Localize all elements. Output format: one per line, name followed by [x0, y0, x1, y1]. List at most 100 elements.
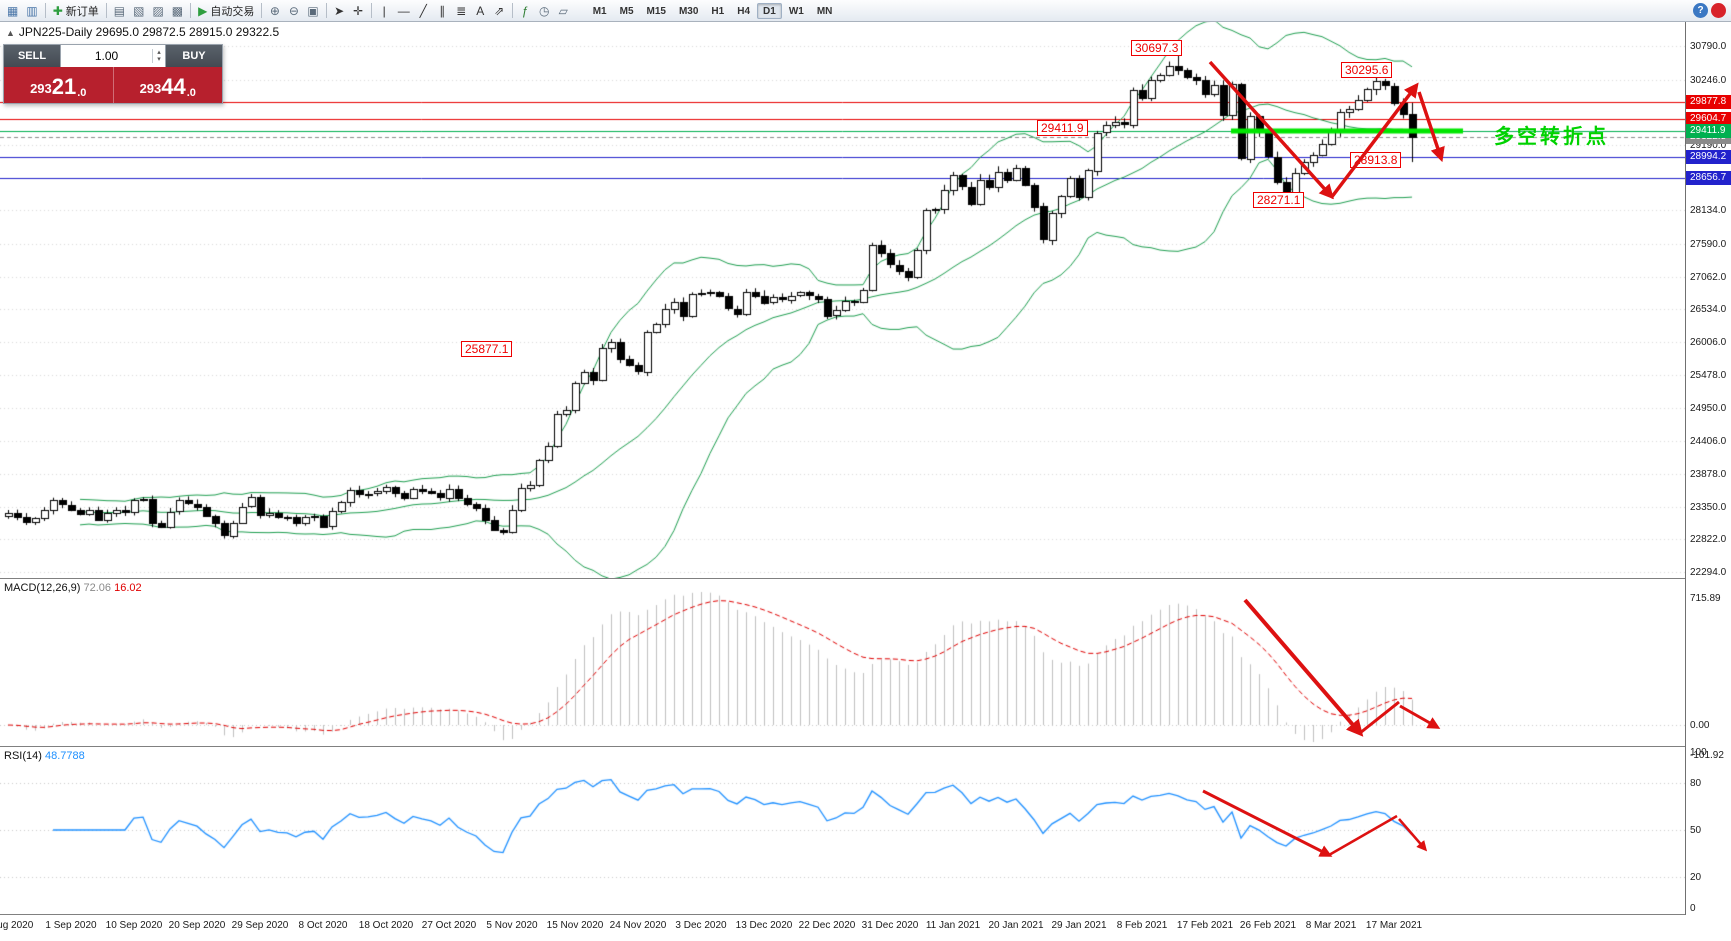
- time-axis-label: 8 Feb 2021: [1116, 920, 1168, 931]
- macd-label: MACD(12,26,9) 72.06 16.02: [4, 582, 142, 594]
- price-tag: 28994.2: [1686, 150, 1731, 165]
- timeframe-button-m5[interactable]: M5: [619, 5, 634, 17]
- turning-point-annotation: 多空转折点: [1494, 126, 1609, 148]
- toolbar-right-group: ?: [1693, 3, 1726, 18]
- new-order-icon: ✚: [52, 3, 63, 18]
- arrows-tool-icon[interactable]: ⇗: [490, 1, 509, 20]
- help-icon[interactable]: ?: [1693, 3, 1708, 18]
- timeframe-button-h4[interactable]: H4: [737, 5, 751, 17]
- macd-main-value: 72.06: [83, 582, 112, 594]
- price-chart-canvas[interactable]: [0, 18, 1686, 578]
- timeframe-button-w1[interactable]: W1: [788, 5, 804, 17]
- volume-value[interactable]: 1.00: [94, 49, 119, 63]
- macd-signal-value: 16.02: [114, 582, 142, 594]
- macd-axis-tick: 715.89: [1690, 593, 1721, 604]
- main-toolbar: ▦ ▥ ✚ 新订单 ▤ ▧ ▨ ▩ ▶ 自动交易 ⊕ ⊖ ▣ ➤ ✛ | ― ╱ ∥ ≣ A ⇗ ƒ ◷ ▱ M1 M5 M15 M3…: [0, 0, 1731, 22]
- timeframe-button-m15[interactable]: M15: [646, 5, 666, 17]
- time-axis-label: 17 Mar 2021: [1365, 920, 1423, 931]
- rsi-axis-tick: 0: [1690, 903, 1696, 914]
- rsi-label: RSI(14) 48.7788: [4, 750, 85, 762]
- panel-separator[interactable]: [0, 746, 1731, 747]
- price-callout: 29411.9: [1037, 120, 1088, 136]
- volume-field[interactable]: 1.00 ▴ ▾: [60, 45, 166, 67]
- time-axis-label: 18 Oct 2020: [358, 920, 414, 931]
- time-axis-label: 5 Nov 2020: [486, 920, 538, 931]
- volume-down-icon[interactable]: ▾: [157, 56, 161, 63]
- market-watch-icon: ▤: [113, 3, 126, 18]
- text-icon[interactable]: A: [471, 1, 490, 20]
- time-axis-label: 27 Oct 2020: [421, 920, 477, 931]
- tile-windows-icon[interactable]: ▣: [303, 1, 322, 20]
- zoom-out-icon[interactable]: ⊖: [284, 1, 303, 20]
- terminal-icon[interactable]: ▩: [168, 1, 187, 20]
- toolbar-separator: [44, 3, 46, 18]
- cursor-icon: ➤: [334, 3, 345, 18]
- market-watch-icon[interactable]: ▤: [110, 1, 129, 20]
- price-callout: 28271.1: [1253, 192, 1305, 208]
- price-axis-tick: 23350.0: [1690, 501, 1727, 513]
- rsi-axis-tick: 20: [1690, 871, 1702, 883]
- price-tag: 29604.7: [1686, 112, 1731, 127]
- toolbar-separator: [105, 3, 107, 18]
- timeframe-button-mn[interactable]: MN: [816, 5, 833, 17]
- periods-icon[interactable]: ◷: [535, 1, 554, 20]
- rsi-panel-canvas[interactable]: [0, 747, 1686, 914]
- zoom-in-icon[interactable]: ⊕: [265, 1, 284, 20]
- timeframe-toolbar: M1 M5 M15 M30 H1 H4 D1 W1 MN: [587, 2, 840, 19]
- new-chart-icon[interactable]: ▦: [3, 1, 22, 20]
- time-axis-label: 3 Dec 2020: [675, 920, 727, 931]
- buy-button[interactable]: BUY: [166, 45, 222, 67]
- toolbar-separator: [325, 3, 327, 18]
- panel-separator[interactable]: [0, 578, 1731, 579]
- indicators-icon[interactable]: ƒ: [516, 1, 535, 20]
- chart-profiles-icon[interactable]: ▥: [22, 1, 41, 20]
- price-axis-tick: 25478.0: [1690, 369, 1727, 381]
- time-axis-label: 17 Feb 2021: [1176, 920, 1234, 931]
- vertical-line-icon[interactable]: |: [375, 1, 394, 20]
- fibonacci-icon: ≣: [456, 3, 467, 18]
- templates-icon[interactable]: ▱: [554, 1, 573, 20]
- sell-button[interactable]: SELL: [4, 45, 60, 67]
- price-axis-tick: 27590.0: [1690, 239, 1727, 251]
- macd-panel-canvas[interactable]: [0, 579, 1686, 746]
- one-click-collapse-icon[interactable]: ▲: [6, 28, 15, 38]
- autotrading-button[interactable]: ▶ 自动交易: [194, 1, 258, 20]
- channel-icon[interactable]: ∥: [433, 1, 452, 20]
- horizontal-line-icon: ―: [397, 3, 410, 18]
- cursor-icon[interactable]: ➤: [330, 1, 349, 20]
- timeframe-button-m1[interactable]: M1: [592, 5, 607, 17]
- crosshair-icon: ✛: [353, 3, 364, 18]
- data-window-icon[interactable]: ▧: [129, 1, 148, 20]
- sell-price-button[interactable]: 293 21.0: [4, 67, 114, 103]
- indicators-icon: ƒ: [521, 3, 529, 18]
- trade-controls-row: SELL 1.00 ▴ ▾ BUY: [4, 45, 222, 67]
- price-axis-tick: 22294.0: [1690, 567, 1727, 578]
- horizontal-line-icon[interactable]: ―: [394, 1, 414, 20]
- toolbar-separator: [370, 3, 372, 18]
- tile-windows-icon: ▣: [307, 3, 319, 18]
- price-axis[interactable]: 30790.0 30246.0 29190.0 28134.0 27590.0 27062…: [1686, 18, 1731, 941]
- navigator-icon[interactable]: ▨: [148, 1, 167, 20]
- time-axis-label: 13 Dec 2020: [735, 920, 793, 931]
- crosshair-icon[interactable]: ✛: [349, 1, 368, 20]
- price-axis-tick: 29190.0: [1690, 140, 1727, 152]
- axis-separator: [1685, 18, 1686, 941]
- timeframe-button-h1[interactable]: H1: [711, 5, 725, 17]
- timeframe-button-d1[interactable]: D1: [757, 2, 782, 19]
- toolbar-separator: [190, 3, 192, 18]
- price-axis-tick: 24406.0: [1690, 436, 1727, 448]
- zoom-in-icon: ⊕: [269, 3, 280, 18]
- new-order-button[interactable]: ✚ 新订单: [49, 1, 103, 20]
- rsi-name: RSI(14): [4, 750, 42, 762]
- volume-up-icon[interactable]: ▴: [157, 49, 161, 56]
- price-tag: 29411.9: [1686, 124, 1731, 139]
- time-axis-label: 31 Dec 2020: [861, 920, 919, 931]
- community-icon[interactable]: [1711, 3, 1726, 18]
- fibonacci-icon[interactable]: ≣: [452, 1, 471, 20]
- time-axis-label: 29 Sep 2020: [231, 920, 289, 931]
- buy-price-button[interactable]: 293 44.0: [114, 67, 223, 103]
- timeframe-button-m30[interactable]: M30: [678, 5, 699, 17]
- time-axis[interactable]: 3 Aug 2020 1 Sep 2020 10 Sep 2020 20 Sep 20…: [0, 915, 1686, 941]
- trendline-icon[interactable]: ╱: [414, 1, 433, 20]
